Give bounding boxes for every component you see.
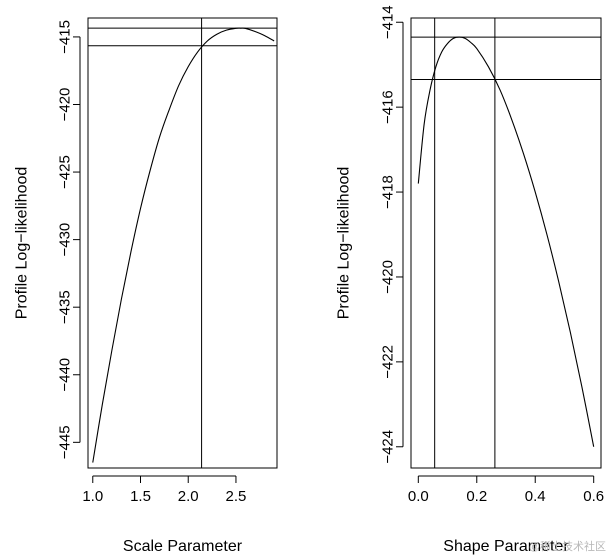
chart-1-y-tick-label: −416 bbox=[380, 90, 397, 124]
shape-parameter-panel: 0.0 0.2 0.4 0.6 −424 −422 −420 −418 −416 −414 Shap… bbox=[336, 5, 605, 555]
chart-0-x-tick-label: 2.5 bbox=[226, 488, 247, 505]
chart-1-x-tick-label: 0.2 bbox=[466, 488, 487, 505]
chart-1-x-tick-label: 0.6 bbox=[583, 488, 604, 505]
chart-1-x-tick-label: 0.0 bbox=[408, 488, 429, 505]
chart-1-y-tick-label: −422 bbox=[380, 345, 397, 379]
chart-1-y-tick-label: −414 bbox=[380, 5, 397, 39]
watermark-text: @稀土技术社区 bbox=[529, 539, 606, 553]
chart-1-plot-box bbox=[410, 17, 602, 469]
chart-0-y-tick-label: −440 bbox=[57, 358, 74, 392]
chart-0-y-tick-label: −420 bbox=[57, 88, 74, 122]
chart-0-y-tick-label: −425 bbox=[57, 155, 74, 189]
scale-parameter-panel: 1.0 1.5 2.0 2.5 −445 −440 −435 −430 −425 −420 −415… bbox=[14, 17, 278, 555]
chart-0-y-axis-title: Profile Log−likelihood bbox=[14, 167, 31, 320]
chart-0-y-tick-label: −435 bbox=[57, 290, 74, 324]
chart-1-y-tick-label: −420 bbox=[380, 260, 397, 294]
chart-1-y-tick-label: −418 bbox=[380, 175, 397, 209]
chart-1-x-tick-label: 0.4 bbox=[525, 488, 546, 505]
chart-0-x-tick-label: 1.5 bbox=[130, 488, 151, 505]
chart-1-x-axis-title: Shape Parameter bbox=[443, 538, 569, 555]
chart-0-plot-box bbox=[87, 17, 278, 469]
chart-0-x-tick-label: 1.0 bbox=[82, 488, 103, 505]
chart-0-y-tick-label: −430 bbox=[57, 223, 74, 257]
chart-1-y-axis-title: Profile Log−likelihood bbox=[336, 167, 353, 320]
chart-0-y-tick-label: −415 bbox=[57, 20, 74, 54]
chart-1-profile-likelihood-curve bbox=[417, 36, 595, 447]
chart-0-y-tick-label: −445 bbox=[57, 425, 74, 459]
chart-1-y-tick-label: −424 bbox=[380, 430, 397, 464]
chart-0-x-axis-title: Scale Parameter bbox=[123, 538, 243, 555]
chart-0-profile-likelihood-curve bbox=[92, 27, 275, 463]
chart-0-x-tick-label: 2.0 bbox=[178, 488, 199, 505]
